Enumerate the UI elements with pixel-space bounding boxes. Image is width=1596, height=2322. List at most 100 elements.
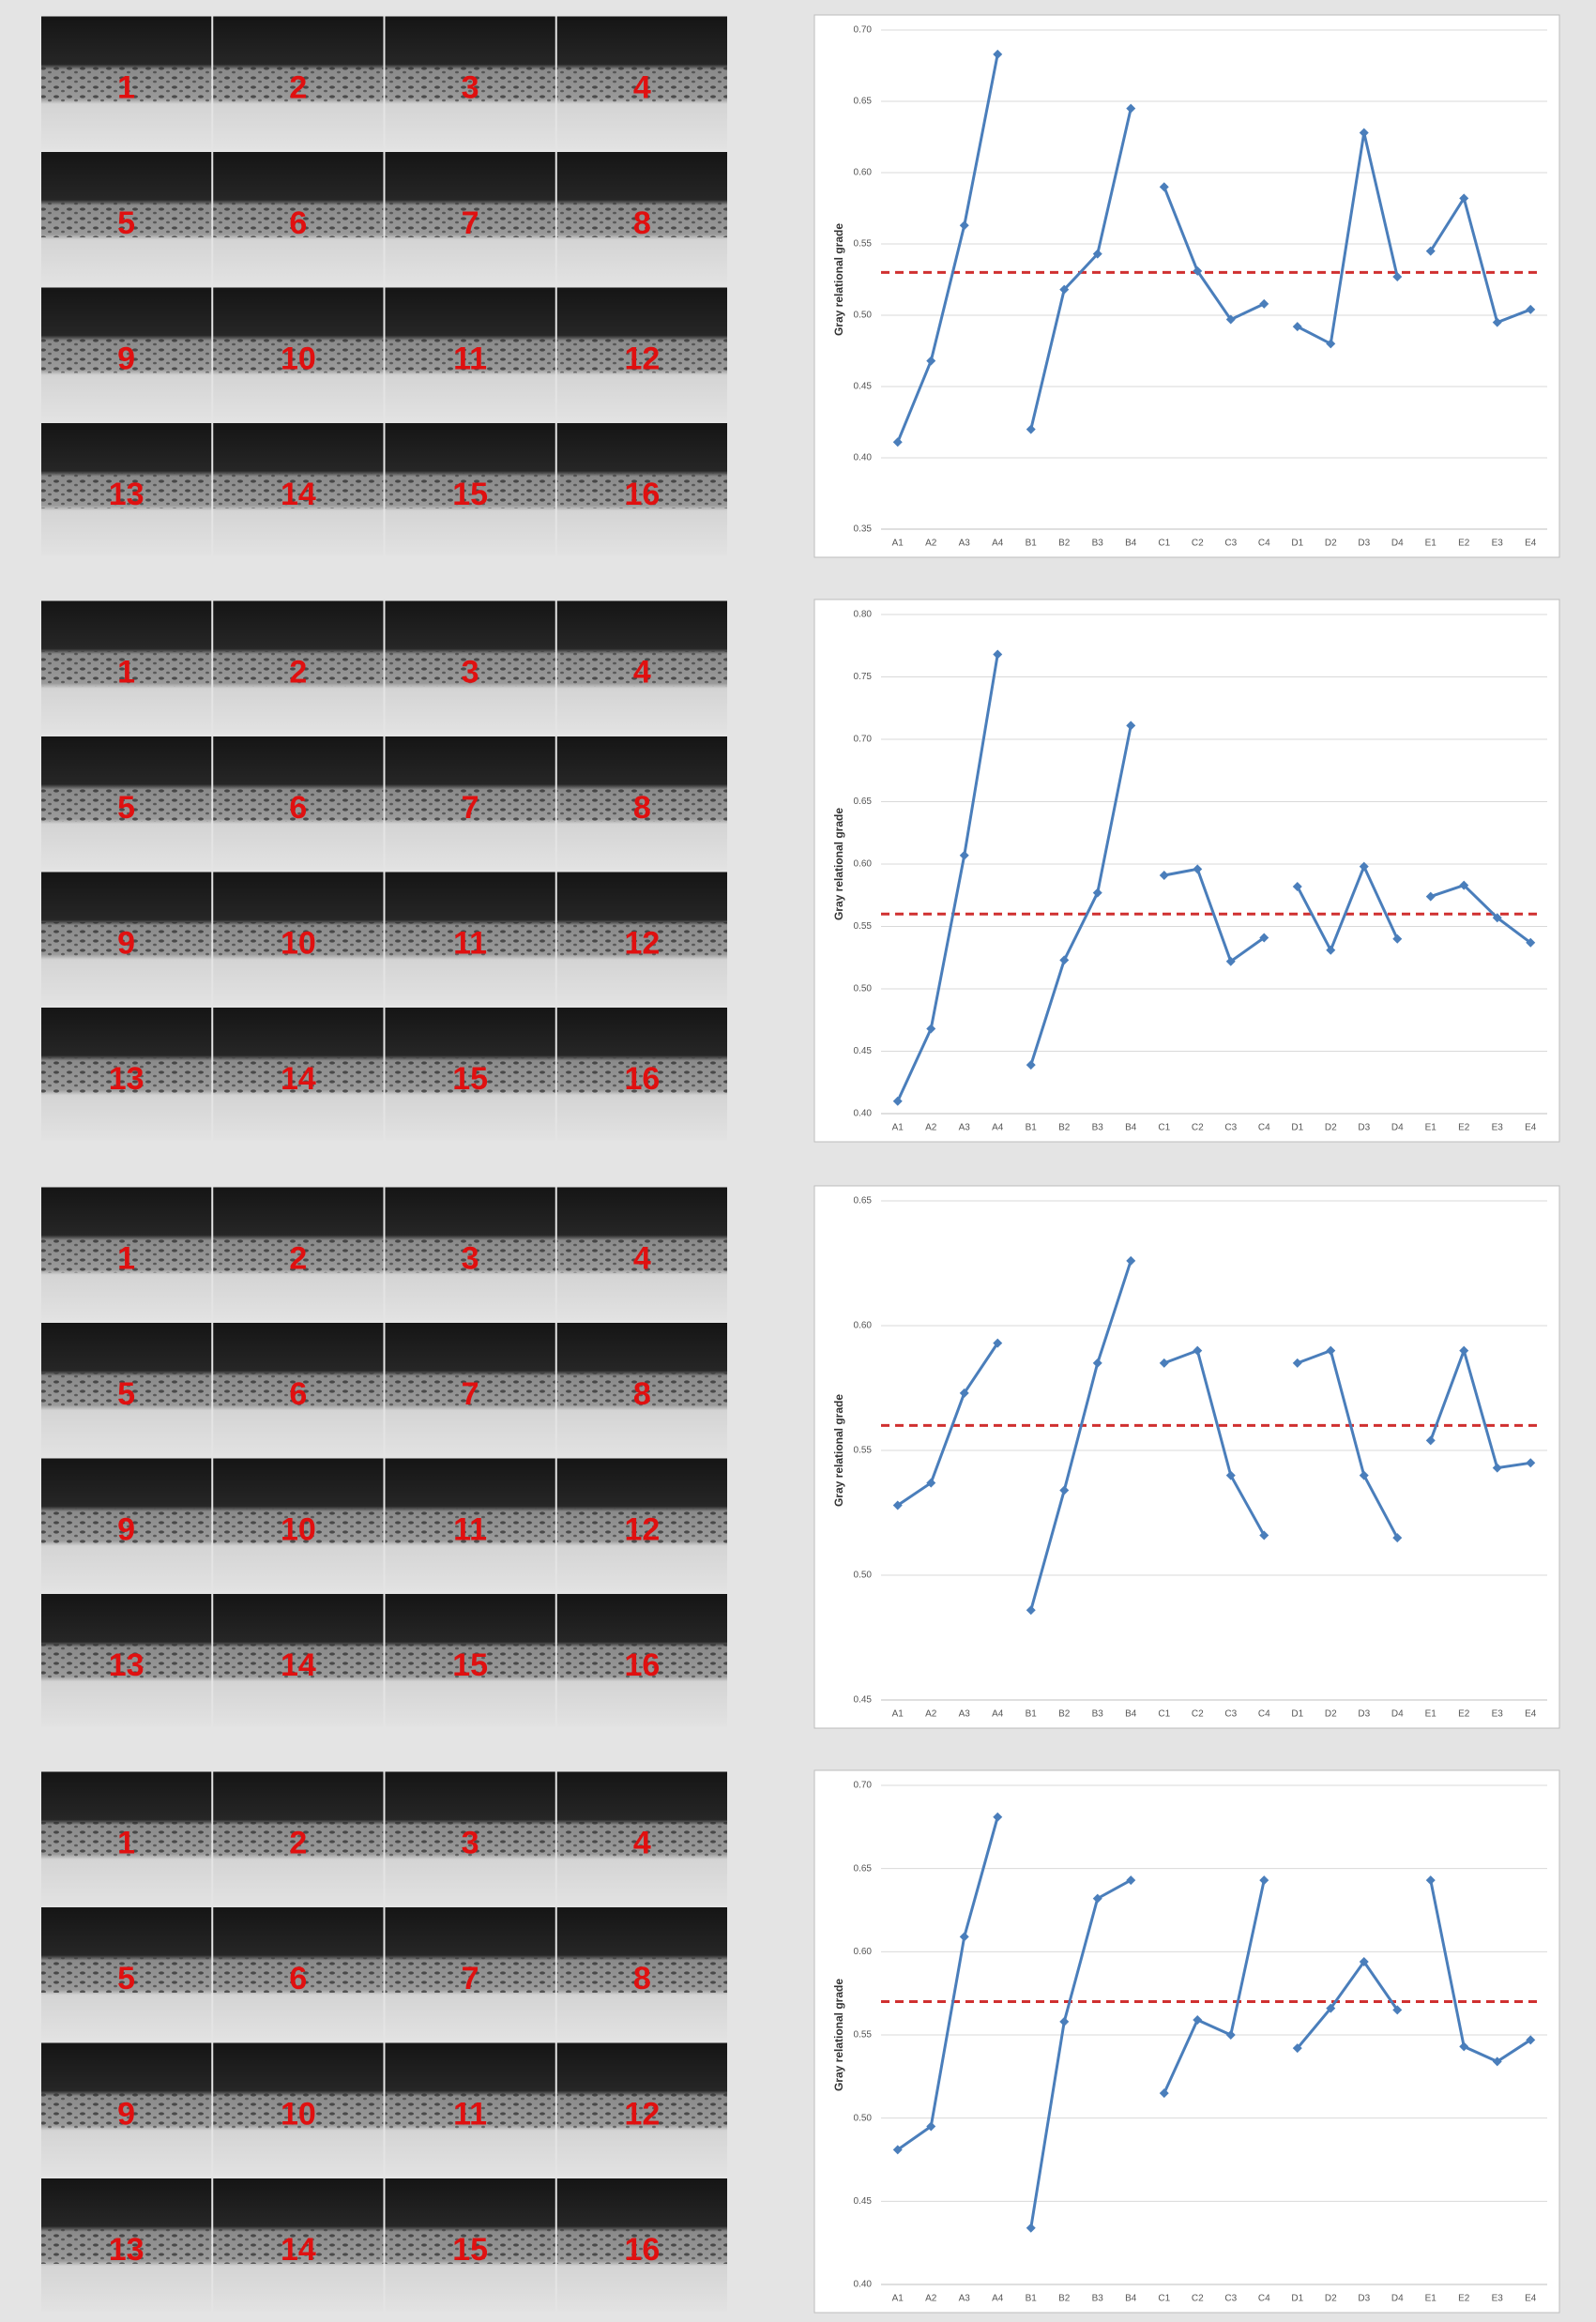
x-tick-label: A2 [925,1709,937,1720]
x-tick-label: E2 [1458,1123,1470,1133]
sample-number: 15 [452,2232,488,2268]
x-tick-label: C2 [1192,2294,1204,2304]
x-tick-label: C3 [1224,2294,1237,2304]
sample-number: 13 [109,1647,144,1683]
x-tick-label: C1 [1158,1123,1170,1133]
sample-number: 15 [452,1061,488,1097]
y-tick-label: 0.35 [854,524,873,535]
y-tick-label: 0.50 [854,1571,873,1581]
x-tick-label: C4 [1258,539,1270,549]
sample-number: 14 [281,2232,316,2268]
x-tick-label: A2 [925,539,937,549]
sample-number: 7 [462,790,479,826]
x-tick-label: C2 [1192,539,1204,549]
sample-number: 16 [624,1647,660,1683]
x-tick-label: D3 [1358,1123,1370,1133]
sample-number: 7 [462,205,479,241]
sample-number: 11 [453,1511,487,1547]
sample-number: 6 [289,1376,307,1412]
x-tick-label: C3 [1224,1709,1237,1720]
x-tick-label: E3 [1492,1123,1504,1133]
y-tick-label: 0.50 [854,2113,873,2123]
x-tick-label: C1 [1158,1709,1170,1720]
sample-number: 4 [633,1240,651,1276]
sample-number: 2 [289,69,307,105]
sample-number: 3 [462,654,479,690]
x-tick-label: D4 [1391,2294,1404,2304]
sample-number: 13 [109,1061,144,1097]
x-tick-label: D2 [1325,1123,1337,1133]
sample-number: 5 [117,205,135,241]
x-tick-label: A4 [992,1123,1004,1133]
sample-number: 6 [289,1961,307,1996]
sample-number: 4 [633,1825,651,1860]
y-tick-label: 0.60 [854,1321,873,1331]
sample-number: 4 [633,69,651,105]
y-tick-label: 0.80 [854,610,873,620]
x-tick-label: D3 [1358,1709,1370,1720]
x-tick-label: A3 [959,1709,971,1720]
sample-number: 9 [117,925,135,961]
chart-frame [814,15,1559,557]
sample-number: 11 [453,341,487,376]
x-tick-label: E2 [1458,539,1470,549]
sample-number: 2 [289,654,307,690]
x-tick-label: A1 [892,1123,904,1133]
sample-number: 2 [289,1240,307,1276]
x-tick-label: B1 [1026,1709,1038,1720]
x-tick-label: D1 [1291,1709,1303,1720]
x-tick-label: E4 [1525,1123,1537,1133]
sample-number: 14 [281,1061,316,1097]
sample-number: 7 [462,1961,479,1996]
sample-number: 4 [633,654,651,690]
x-tick-label: E1 [1425,2294,1437,2304]
x-tick-label: D4 [1391,1709,1404,1720]
y-tick-label: 0.70 [854,735,873,745]
y-tick-label: 0.55 [854,239,873,250]
x-tick-label: D2 [1325,539,1337,549]
y-tick-label: 0.65 [854,97,873,107]
sample-number: 5 [117,790,135,826]
chart-frame [814,1186,1559,1728]
sample-number: 15 [452,477,488,512]
sample-number: 5 [117,1961,135,1996]
y-tick-label: 0.55 [854,921,873,932]
y-tick-label: 0.45 [854,2196,873,2207]
x-tick-label: A1 [892,539,904,549]
x-tick-label: C4 [1258,1709,1270,1720]
sample-number: 8 [633,1961,651,1996]
sample-number: 10 [281,2096,316,2132]
y-tick-label: 0.75 [854,672,873,682]
sample-number: 10 [281,925,316,961]
sample-number: 12 [624,925,660,961]
y-tick-label: 0.60 [854,168,873,178]
x-tick-label: E3 [1492,1709,1504,1720]
x-tick-label: A1 [892,2294,904,2304]
x-tick-label: E3 [1492,539,1504,549]
figure: 1234567891011121314151612345678910111213… [0,0,1596,2322]
x-tick-label: A2 [925,2294,937,2304]
y-tick-label: 0.50 [854,984,873,994]
x-tick-label: A3 [959,1123,971,1133]
x-tick-label: B3 [1092,1123,1104,1133]
x-tick-label: E4 [1525,2294,1537,2304]
sample-number: 12 [624,341,660,376]
x-tick-label: B4 [1125,1709,1137,1720]
sample-number: 2 [289,1825,307,1860]
x-tick-label: E2 [1458,1709,1470,1720]
x-tick-label: B3 [1092,1709,1104,1720]
sample-number: 1 [117,1240,135,1276]
x-tick-label: C1 [1158,539,1170,549]
x-tick-label: A1 [892,1709,904,1720]
sample-number: 14 [281,477,316,512]
sample-number: 8 [633,1376,651,1412]
sample-number: 16 [624,477,660,512]
x-tick-label: B3 [1092,539,1104,549]
y-tick-label: 0.55 [854,1446,873,1456]
sample-number: 8 [633,205,651,241]
y-tick-label: 0.60 [854,1947,873,1957]
x-tick-label: C4 [1258,1123,1270,1133]
x-tick-label: D4 [1391,1123,1404,1133]
y-tick-label: 0.45 [854,1046,873,1056]
x-tick-label: D2 [1325,1709,1337,1720]
